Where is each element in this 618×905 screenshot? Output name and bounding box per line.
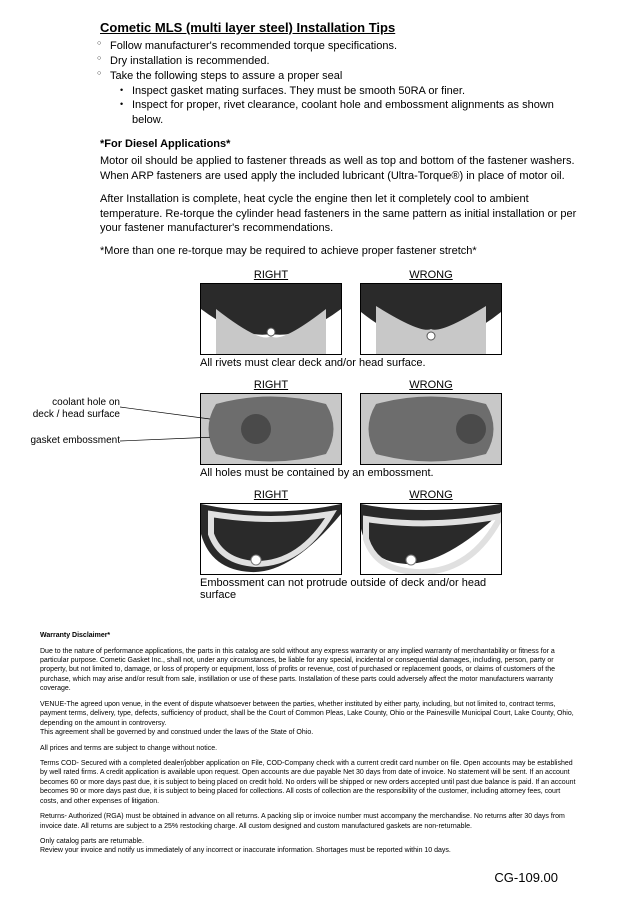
disclaimer-text: Returns- Authorized (RGA) must be obtain… (40, 812, 578, 831)
disclaimer-text: Only catalog parts are returnable. Revie… (40, 837, 578, 856)
page-footer: CG-109.00 (100, 870, 578, 885)
callout-lines-icon (120, 401, 210, 456)
fig-hole-wrong (360, 393, 502, 465)
label-wrong: WRONG (409, 489, 452, 501)
sub-bullet-item: Inspect for proper, rivet clearance, coo… (122, 98, 578, 128)
callout-coolant: coolant hole on deck / head surface (30, 397, 120, 421)
caption-rivets: All rivets must clear deck and/or head s… (200, 357, 578, 369)
fig-hole-right (200, 393, 342, 465)
label-right: RIGHT (254, 489, 288, 501)
figure-holes: coolant hole on deck / head surface gask… (100, 379, 578, 479)
page-title: Cometic MLS (multi layer steel) Installa… (100, 20, 578, 35)
diesel-paragraph-2: After Installation is complete, heat cyc… (100, 192, 578, 237)
fig-protrude-right (200, 503, 342, 575)
bullet-item: Follow manufacturer's recommended torque… (100, 39, 578, 54)
label-wrong: WRONG (409, 269, 452, 281)
disclaimer-text: Terms COD- Secured with a completed deal… (40, 759, 578, 806)
label-right: RIGHT (254, 269, 288, 281)
figure-protrusion: RIGHT WRONG (100, 489, 578, 601)
callout-gasket: gasket embossment (30, 435, 120, 447)
disclaimer-title: Warranty Disclaimer* (40, 631, 578, 640)
page: Cometic MLS (multi layer steel) Installa… (0, 0, 618, 905)
sub-bullet-item: Inspect gasket mating surfaces. They mus… (122, 84, 578, 99)
fig-rivet-right (200, 283, 342, 355)
label-right: RIGHT (254, 379, 288, 391)
disclaimer-text: Due to the nature of performance applica… (40, 647, 578, 694)
diesel-heading: *For Diesel Applications* (100, 138, 578, 150)
sub-bullet-list: Inspect gasket mating surfaces. They mus… (110, 84, 578, 129)
bullet-list: Follow manufacturer's recommended torque… (100, 39, 578, 128)
fig-rivet-wrong (360, 283, 502, 355)
bullet-item: Take the following steps to assure a pro… (100, 69, 578, 128)
warranty-disclaimer: Warranty Disclaimer* Due to the nature o… (40, 631, 578, 856)
bullet-item: Dry installation is recommended. (100, 54, 578, 69)
figure-rivets: RIGHT WRONG (100, 269, 578, 369)
fig-protrude-wrong (360, 503, 502, 575)
stretch-note: *More than one re-torque may be required… (100, 244, 578, 259)
disclaimer-text: All prices and terms are subject to chan… (40, 744, 578, 753)
caption-protrusion: Embossment can not protrude outside of d… (200, 577, 500, 601)
label-wrong: WRONG (409, 379, 452, 391)
caption-holes: All holes must be contained by an emboss… (200, 467, 578, 479)
disclaimer-text: VENUE-The agreed upon venue, in the even… (40, 700, 578, 738)
diesel-paragraph-1: Motor oil should be applied to fastener … (100, 154, 578, 184)
